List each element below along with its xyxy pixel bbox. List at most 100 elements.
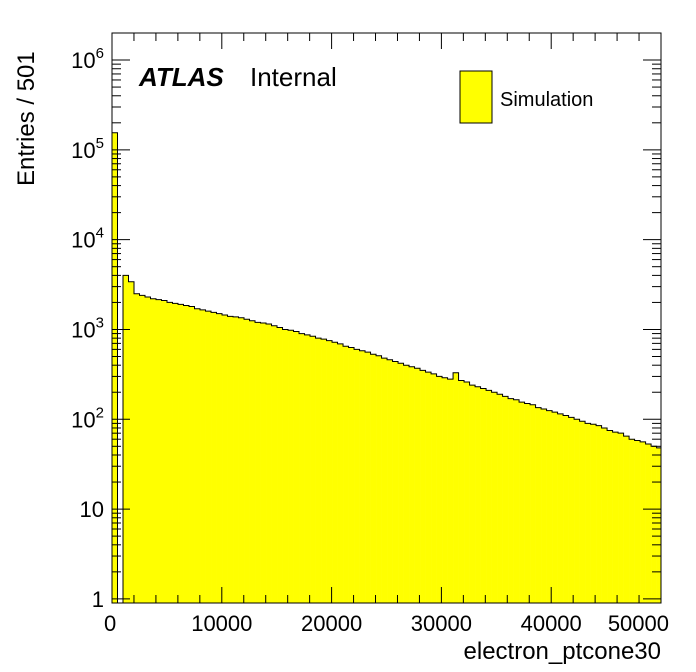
histogram-bar [392, 361, 399, 603]
histogram-bar [310, 336, 316, 603]
histogram-bar [634, 440, 641, 603]
histogram-bar [156, 299, 162, 603]
legend-swatch [459, 70, 493, 124]
histogram-outline [111, 132, 662, 604]
histogram-bar [612, 432, 619, 603]
histogram-bar [299, 333, 305, 603]
histogram-bar [189, 306, 195, 603]
histogram-bar [502, 396, 509, 603]
histogram-bar [497, 394, 503, 603]
plot-frame [111, 32, 662, 604]
histogram-bar [645, 444, 652, 603]
atlas-label: ATLAS [138, 62, 224, 92]
histogram-bar [123, 275, 129, 603]
histogram-bar [475, 386, 481, 603]
histogram-bar [343, 346, 349, 603]
histogram-bar [321, 339, 327, 603]
histogram-bar [442, 377, 448, 603]
histogram-bar [227, 316, 234, 603]
histogram-bar [530, 404, 536, 603]
x-tick-label: 40000 [521, 611, 582, 636]
histogram-bar [315, 338, 322, 603]
histogram-bar [557, 413, 564, 603]
histogram-bar [370, 354, 377, 603]
histogram-bar [128, 281, 135, 603]
histogram-bar [414, 368, 421, 603]
histogram-bar [134, 293, 140, 603]
histogram-bar [244, 319, 250, 603]
histogram-bar [656, 447, 662, 603]
histogram-bar [255, 322, 261, 603]
histogram-bar [552, 412, 558, 603]
histogram-bar [282, 329, 289, 603]
histogram-bar [453, 372, 459, 603]
histogram-bar [431, 373, 437, 603]
x-tick-label: 30000 [411, 611, 472, 636]
histogram-bar [508, 398, 514, 603]
histogram-bar [326, 340, 333, 603]
histogram-bar [574, 419, 580, 603]
histogram-bar [172, 303, 179, 603]
internal-label: Internal [250, 62, 337, 92]
y-tick-label: 102 [71, 404, 104, 432]
histogram-bar [277, 327, 283, 603]
histogram-bar [194, 308, 201, 603]
histogram-bar [332, 342, 338, 603]
y-tick-label: 104 [71, 225, 104, 253]
histogram-bar [436, 376, 443, 603]
histogram-bar [480, 388, 487, 603]
histogram-bar [447, 379, 454, 603]
histogram-bar [568, 417, 575, 603]
histogram-bar [249, 320, 256, 603]
histogram-bar [145, 296, 151, 603]
histogram-bar [546, 410, 553, 603]
histogram-bar [381, 358, 388, 603]
histogram-bar [150, 298, 157, 603]
histogram-bar [376, 355, 382, 603]
histogram-bar [271, 325, 278, 603]
histogram-bar [519, 402, 525, 603]
y-axis-title: Entries / 501 [13, 51, 40, 186]
y-tick-label: 10 [80, 497, 104, 522]
histogram-bar [469, 385, 476, 603]
histogram-bar [409, 366, 415, 603]
y-tick-label: 106 [71, 45, 104, 73]
histogram-bar [365, 352, 371, 603]
histogram-bar [541, 409, 547, 603]
histogram-bar [178, 304, 184, 603]
histogram-bar [337, 343, 344, 603]
histogram-bar [607, 430, 613, 603]
histogram-bar [486, 390, 492, 603]
histogram-bar [425, 372, 432, 603]
x-tick-label: 50000 [608, 611, 669, 636]
histogram-bar [590, 424, 597, 603]
histogram-bar [161, 300, 168, 603]
histogram-bar [359, 350, 366, 603]
histogram-bar [464, 382, 470, 603]
histogram-bar [640, 441, 646, 603]
histogram-layer [111, 132, 662, 604]
histogram-bar [623, 436, 630, 603]
histogram-bar [348, 347, 355, 603]
histogram-bar [420, 370, 426, 603]
histogram-bar [205, 311, 212, 603]
x-tick-label: 10000 [191, 611, 252, 636]
axis-tick-labels: 0 10000 20000 30000 40000 50000 1 10 102 103 104 10… [71, 45, 669, 636]
histogram-bar [579, 421, 586, 603]
histogram-bar [222, 314, 228, 603]
histogram-bar [398, 363, 404, 603]
x-tick-label: 0 [104, 611, 116, 636]
histogram-bar [563, 415, 569, 603]
histogram-bar [387, 359, 393, 603]
histogram-bar [112, 132, 118, 603]
histogram-bar [458, 380, 465, 603]
histogram-bar [266, 324, 272, 603]
histogram-bar [233, 316, 239, 603]
histogram-bar [535, 407, 542, 603]
histogram-bar [211, 312, 217, 603]
histogram-bar [288, 330, 294, 603]
y-tick-label: 103 [71, 314, 104, 342]
histogram-bar [596, 425, 602, 603]
histogram-bar [491, 392, 498, 603]
